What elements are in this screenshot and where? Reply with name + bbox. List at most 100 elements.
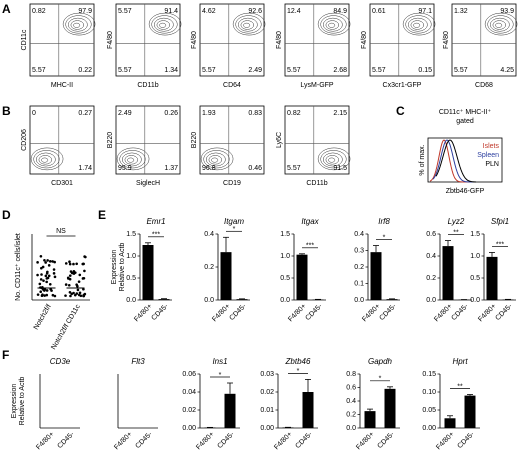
dot [47, 274, 51, 278]
x-axis-label: LysM-GFP [300, 82, 334, 89]
dot [45, 277, 49, 280]
x-tick-label: CD45- [494, 302, 514, 322]
y-axis-label: Expression [11, 384, 18, 419]
dot [76, 288, 80, 292]
y-tick-label: 0.5 [126, 275, 136, 282]
dot [72, 270, 76, 273]
dot [72, 272, 76, 275]
x-axis-label: CD19 [223, 180, 241, 187]
significance-label: * [297, 368, 300, 375]
bar [464, 395, 476, 428]
chart-title: Zbtb46 [285, 357, 311, 366]
dot [40, 273, 43, 276]
plot-frame [29, 105, 95, 175]
chart-title: Ins1 [212, 357, 227, 366]
dot [75, 262, 78, 266]
y-tick-label: 1.5 [126, 231, 136, 238]
y-tick-label: 0.2 [204, 264, 214, 271]
y-axis-label: F4/80 [276, 31, 283, 49]
dot [46, 270, 49, 274]
dot [75, 283, 78, 286]
x-tick-label: Notch2f/f [33, 303, 53, 331]
y-tick-label: 0.2 [354, 264, 364, 271]
quadrant-label: 0.83 [248, 110, 262, 117]
bar [370, 252, 382, 300]
x-tick-label: F4/80+ [35, 431, 56, 452]
panel-letter: B [2, 104, 11, 118]
quadrant-label: 1.93 [202, 110, 216, 117]
bar [236, 299, 248, 300]
quadrant-label: 5.57 [32, 67, 46, 74]
contour [487, 15, 514, 34]
dot [42, 279, 45, 282]
dot [36, 273, 39, 277]
contour [320, 15, 347, 34]
y-tick-label: 0.0 [126, 297, 136, 304]
quadrant-label: 0.46 [248, 165, 262, 172]
contour [154, 17, 174, 32]
dot [44, 261, 47, 264]
y-axis-label: Expression [111, 250, 118, 285]
quadrant-label: 95.9 [118, 165, 132, 172]
dot [53, 294, 57, 298]
chart-title: Irf8 [378, 217, 390, 226]
y-tick-label: 0.00 [422, 425, 436, 432]
panel-letter: D [2, 208, 11, 222]
chart-title: gated [456, 118, 474, 125]
y-tick-label: 0.02 [182, 407, 196, 414]
dot [69, 294, 72, 298]
contour [317, 12, 351, 36]
dot [81, 277, 85, 280]
y-axis-label: CD206 [21, 129, 28, 151]
dot [77, 293, 81, 297]
plot-frame [199, 105, 265, 175]
contour [127, 157, 135, 163]
contour [38, 155, 52, 165]
y-axis-label: F4/80 [191, 31, 198, 49]
significance-label: * [383, 234, 386, 241]
bar [296, 254, 308, 300]
y-tick-label: 0.06 [182, 371, 196, 378]
dot [43, 258, 46, 262]
contour [41, 157, 49, 163]
bar [364, 411, 376, 428]
significance-label: * [219, 372, 222, 379]
contour [235, 15, 262, 34]
contour [36, 152, 56, 167]
significance-label: *** [152, 232, 160, 239]
quadrant-label: 1.74 [78, 165, 92, 172]
panel-letter: A [2, 2, 11, 16]
x-tick-label: F4/80+ [113, 431, 134, 452]
quadrant-label: 5.57 [454, 67, 468, 74]
x-tick-label: F4/80+ [361, 303, 382, 324]
quadrant-label: 5.57 [118, 8, 132, 15]
significance-label: * [233, 226, 236, 233]
dot [36, 293, 40, 296]
y-axis-label: % of max. [419, 144, 426, 175]
contour [70, 20, 84, 30]
quadrant-label: 2.68 [333, 67, 347, 74]
x-tick-label: CD45- [294, 430, 314, 450]
x-tick-label: F4/80+ [355, 431, 376, 452]
contour [73, 22, 81, 28]
quadrant-label: 5.57 [118, 67, 132, 74]
contour [323, 17, 343, 32]
quadrant-label: 97.9 [78, 8, 92, 15]
y-axis-label: F4/80 [107, 31, 114, 49]
y-tick-label: 0.8 [346, 371, 356, 378]
dot [46, 259, 49, 262]
contour [328, 22, 336, 28]
dot [68, 291, 72, 294]
histogram-curve [435, 139, 477, 183]
y-axis-label: B220 [107, 132, 114, 148]
legend-label: PLN [485, 161, 499, 168]
plot-frame [451, 3, 517, 77]
quadrant-label: 5.57 [372, 67, 386, 74]
quadrant-label: 5.57 [287, 67, 301, 74]
dot [39, 278, 43, 281]
significance-label: ** [457, 383, 463, 390]
quadrant-label: 2.49 [248, 67, 262, 74]
dot [53, 260, 56, 264]
quadrant-label: 0 [32, 110, 36, 117]
